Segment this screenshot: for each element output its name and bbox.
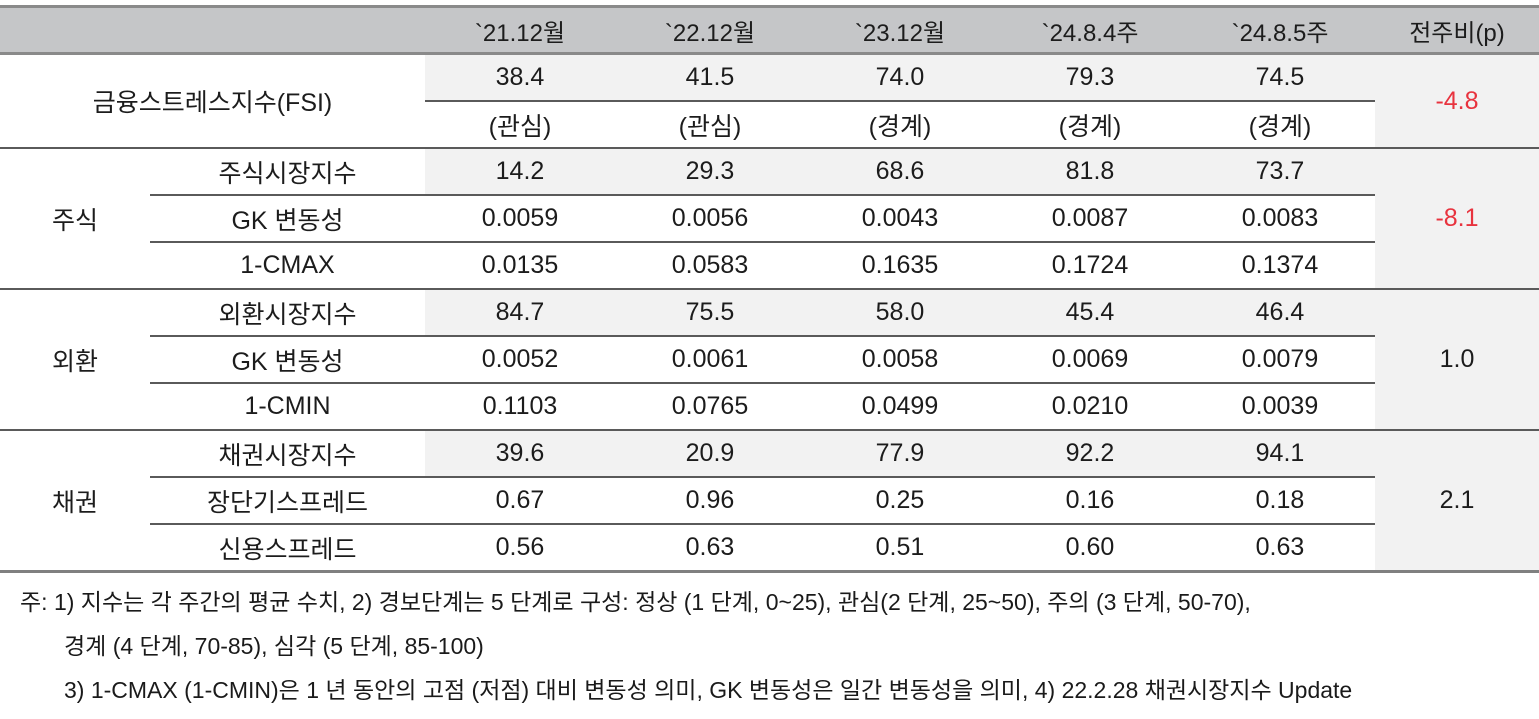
table-cell: 0.1635	[805, 241, 995, 289]
table-cell: 0.0499	[805, 382, 995, 430]
fsi-values-row: 금융스트레스지수(FSI) 38.4 41.5 74.0 79.3 74.5 -…	[0, 53, 1539, 148]
table-cell: 0.0056	[615, 194, 805, 242]
table-cell: 0.56	[425, 523, 615, 572]
bonds-term-spread-row: 장단기스프레드 0.67 0.96 0.25 0.16 0.18	[0, 476, 1539, 524]
col-header-21-12: `21.12월	[425, 5, 615, 55]
table-cell: 46.4	[1185, 288, 1375, 336]
stocks-wow-value: -8.1	[1375, 147, 1539, 289]
row-label-stock-market-index: 주식시장지수	[150, 147, 425, 195]
table-cell: 14.2	[425, 147, 615, 195]
table-cell: 81.8	[995, 147, 1185, 195]
fsi-value: 41.5	[615, 53, 805, 101]
header-corner-cell	[0, 5, 425, 55]
table-cell: 0.0083	[1185, 194, 1375, 242]
fsi-levels-row: (관심) (관심) (경계) (경계) (경계)	[0, 100, 1539, 148]
row-label-credit-spread: 신용스프레드	[150, 523, 425, 572]
bonds-credit-spread-row: 신용스프레드 0.56 0.63 0.51 0.60 0.63	[0, 523, 1539, 572]
col-header-23-12: `23.12월	[805, 5, 995, 55]
stocks-gk-volatility-row: GK 변동성 0.0059 0.0056 0.0043 0.0087 0.008…	[0, 194, 1539, 242]
stocks-index-row: 주식 주식시장지수 14.2 29.3 68.6 81.8 73.7 -8.1	[0, 147, 1539, 289]
table-cell: 92.2	[995, 429, 1185, 477]
table-cell: 45.4	[995, 288, 1185, 336]
col-header-24-8-4: `24.8.4주	[995, 5, 1185, 55]
table-cell: 0.18	[1185, 476, 1375, 524]
fsi-level: (경계)	[805, 100, 995, 148]
row-label-gk-volatility: GK 변동성	[150, 194, 425, 242]
table-cell: 0.0052	[425, 335, 615, 383]
table-cell: 68.6	[805, 147, 995, 195]
table-header: `21.12월 `22.12월 `23.12월 `24.8.4주 `24.8.5…	[0, 5, 1539, 55]
table-cell: 39.6	[425, 429, 615, 477]
fx-1-cmin-row: 1-CMIN 0.1103 0.0765 0.0499 0.0210 0.003…	[0, 382, 1539, 430]
fsi-wow-value: -4.8	[1375, 53, 1539, 148]
header-row: `21.12월 `22.12월 `23.12월 `24.8.4주 `24.8.5…	[0, 5, 1539, 55]
fx-gk-volatility-row: GK 변동성 0.0052 0.0061 0.0058 0.0069 0.007…	[0, 335, 1539, 383]
table-cell: 0.0058	[805, 335, 995, 383]
table-cell: 20.9	[615, 429, 805, 477]
row-label-term-spread: 장단기스프레드	[150, 476, 425, 524]
table-cell: 0.0583	[615, 241, 805, 289]
col-header-22-12: `22.12월	[615, 5, 805, 55]
table-cell: 29.3	[615, 147, 805, 195]
table-cell: 0.63	[615, 523, 805, 572]
row-label-fx-market-index: 외환시장지수	[150, 288, 425, 336]
row-label-1-cmax: 1-CMAX	[150, 241, 425, 289]
table-cell: 0.0135	[425, 241, 615, 289]
bonds-index-row: 채권 채권시장지수 39.6 20.9 77.9 92.2 94.1 2.1	[0, 429, 1539, 572]
table-cell: 73.7	[1185, 147, 1375, 195]
group-label-bonds: 채권	[0, 429, 150, 572]
group-label-fx: 외환	[0, 288, 150, 430]
table-cell: 0.0069	[995, 335, 1185, 383]
bonds-wow-value: 2.1	[1375, 429, 1539, 572]
table-cell: 0.0210	[995, 382, 1185, 430]
table-cell: 75.5	[615, 288, 805, 336]
table-cell: 0.67	[425, 476, 615, 524]
table-cell: 0.1103	[425, 382, 615, 430]
table-cell: 0.96	[615, 476, 805, 524]
footnotes: 주: 1) 지수는 각 주간의 평균 수치, 2) 경보단계는 5 단계로 구성…	[0, 580, 1539, 712]
fsi-value: 74.0	[805, 53, 995, 101]
footnote-line-3: 3) 1-CMAX (1-CMIN)은 1 년 동안의 고점 (저점) 대비 변…	[64, 677, 1353, 703]
fsi-level: (관심)	[425, 100, 615, 148]
fx-wow-value: 1.0	[1375, 288, 1539, 430]
group-label-stocks: 주식	[0, 147, 150, 289]
fsi-level: (관심)	[615, 100, 805, 148]
table-cell: 94.1	[1185, 429, 1375, 477]
col-header-24-8-5: `24.8.5주	[1185, 5, 1375, 55]
table-cell: 0.0043	[805, 194, 995, 242]
row-label-gk-volatility: GK 변동성	[150, 335, 425, 383]
table-cell: 84.7	[425, 288, 615, 336]
footnote-line-2: 경계 (4 단계, 70-85), 심각 (5 단계, 85-100)	[64, 633, 484, 659]
table-cell: 0.63	[1185, 523, 1375, 572]
table-cell: 0.1724	[995, 241, 1185, 289]
table-cell: 58.0	[805, 288, 995, 336]
stocks-1-cmax-row: 1-CMAX 0.0135 0.0583 0.1635 0.1724 0.137…	[0, 241, 1539, 289]
col-header-wow: 전주비(p)	[1375, 5, 1539, 55]
footnote-line-1: 주: 1) 지수는 각 주간의 평균 수치, 2) 경보단계는 5 단계로 구성…	[20, 589, 1251, 615]
table-cell: 0.0059	[425, 194, 615, 242]
table-cell: 0.60	[995, 523, 1185, 572]
fsi-level: (경계)	[995, 100, 1185, 148]
fsi-value: 38.4	[425, 53, 615, 101]
fx-index-row: 외환 외환시장지수 84.7 75.5 58.0 45.4 46.4 1.0	[0, 288, 1539, 430]
table-cell: 0.0765	[615, 382, 805, 430]
fsi-table: `21.12월 `22.12월 `23.12월 `24.8.4주 `24.8.5…	[0, 5, 1539, 573]
table-cell: 0.25	[805, 476, 995, 524]
fsi-value: 74.5	[1185, 53, 1375, 101]
row-label-1-cmin: 1-CMIN	[150, 382, 425, 430]
table-cell: 0.0079	[1185, 335, 1375, 383]
table-cell: 0.0061	[615, 335, 805, 383]
fsi-label: 금융스트레스지수(FSI)	[0, 53, 425, 148]
table-cell: 0.0087	[995, 194, 1185, 242]
row-label-bond-market-index: 채권시장지수	[150, 429, 425, 477]
table-cell: 77.9	[805, 429, 995, 477]
fsi-value: 79.3	[995, 53, 1185, 101]
fsi-level: (경계)	[1185, 100, 1375, 148]
table-cell: 0.51	[805, 523, 995, 572]
table-cell: 0.0039	[1185, 382, 1375, 430]
table-cell: 0.1374	[1185, 241, 1375, 289]
table-cell: 0.16	[995, 476, 1185, 524]
